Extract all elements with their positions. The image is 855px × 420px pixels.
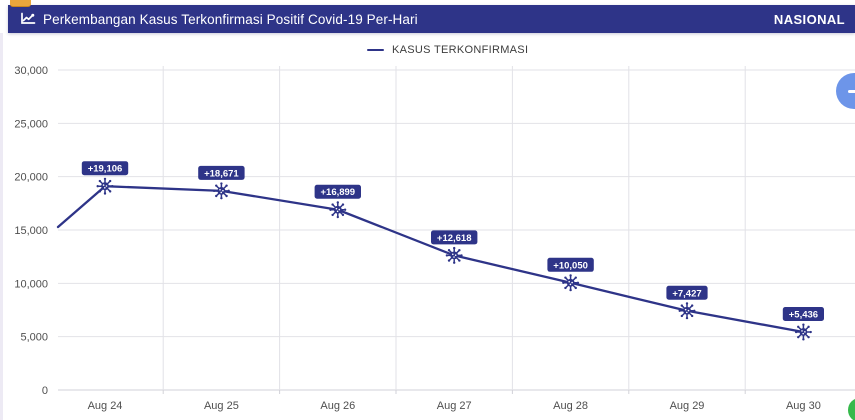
data-point-marker virus-icon[interactable] (212, 182, 230, 200)
chart-header-bar: Perkembangan Kasus Terkonfirmasi Positif… (8, 5, 855, 33)
data-point-label: +5,436 (782, 307, 824, 322)
x-axis-tick-label: Aug 26 (320, 400, 355, 412)
minus-icon (847, 89, 855, 93)
data-point-label: +18,671 (198, 165, 245, 180)
chart-legend[interactable]: KASUS TERKONFIRMASI (367, 44, 528, 56)
data-point-label: +12,618 (431, 230, 478, 245)
legend-line-swatch (367, 48, 384, 52)
y-axis-tick-label: 10,000 (14, 278, 48, 290)
y-axis-tick-label: 15,000 (14, 225, 48, 237)
left-edge-strip (0, 33, 3, 420)
data-point-marker virus-icon[interactable] (445, 246, 463, 264)
green-action-button[interactable] (847, 398, 855, 420)
x-axis-tick-label: Aug 30 (786, 400, 821, 412)
data-point-marker virus-icon[interactable] (96, 177, 114, 195)
data-point-marker virus-icon[interactable] (794, 323, 812, 341)
y-axis-tick-label: 30,000 (14, 65, 48, 77)
svg-text:+12,618: +12,618 (437, 233, 472, 244)
chart-title: Perkembangan Kasus Terkonfirmasi Positif… (20, 12, 418, 27)
x-axis-tick-label: Aug 29 (670, 400, 705, 412)
svg-text:+7,427: +7,427 (672, 288, 701, 299)
data-point-label: +7,427 (666, 285, 708, 300)
svg-text:+16,899: +16,899 (320, 187, 355, 198)
data-point-marker virus-icon[interactable] (562, 274, 580, 292)
svg-text:+5,436: +5,436 (789, 310, 818, 321)
svg-text:+10,050: +10,050 (553, 260, 588, 271)
data-point-marker virus-icon[interactable] (678, 302, 696, 320)
data-point-label: +16,899 (314, 184, 361, 199)
region-label: NASIONAL (773, 11, 845, 27)
line-chart-icon (20, 12, 36, 26)
chart-title-text: Perkembangan Kasus Terkonfirmasi Positif… (43, 11, 418, 27)
x-axis-tick-label: Aug 28 (553, 400, 588, 412)
data-point-label: +10,050 (547, 257, 594, 272)
amber-icon-fragment (10, 0, 31, 7)
x-axis-tick-label: Aug 27 (437, 400, 472, 412)
y-axis-tick-label: 20,000 (14, 172, 48, 184)
y-axis-tick-label: 25,000 (14, 118, 48, 130)
x-axis-tick-label: Aug 24 (88, 400, 123, 412)
x-axis-tick-label: Aug 25 (204, 400, 239, 412)
data-point-marker virus-icon[interactable] (329, 201, 347, 219)
minimize-widget-button[interactable] (836, 73, 855, 109)
y-axis-tick-label: 0 (42, 385, 48, 397)
data-point-label: +19,106 (81, 161, 129, 176)
svg-text:+18,671: +18,671 (204, 168, 239, 179)
svg-text:+19,106: +19,106 (88, 164, 123, 175)
y-axis-tick-label: 5,000 (20, 332, 48, 344)
series-line (56, 185, 805, 334)
legend-label: KASUS TERKONFIRMASI (392, 44, 529, 56)
